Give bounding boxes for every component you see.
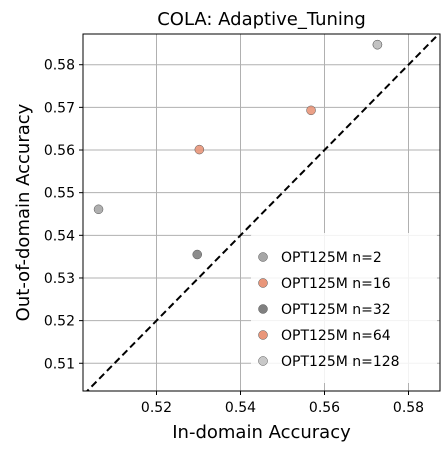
y-tick-label: 0.52 xyxy=(44,314,75,330)
legend-marker xyxy=(258,304,268,314)
ticks-layer: 0.52 0.54 0.56 0.58 0.51 0.52 0.53 0.54 0.55 0.56… xyxy=(44,58,424,416)
legend-label: OPT125M n=64 xyxy=(281,328,391,344)
legend: OPT125M n=2 OPT125M n=16 OPT125M n=32 OPT12… xyxy=(251,233,437,383)
x-tick-label: 0.58 xyxy=(393,400,424,416)
y-tick-label: 0.58 xyxy=(44,58,75,74)
y-tick-label: 0.55 xyxy=(44,186,75,202)
legend-label: OPT125M n=128 xyxy=(281,354,400,370)
legend-marker xyxy=(258,278,268,288)
scatter-point xyxy=(194,144,205,155)
legend-label: OPT125M n=32 xyxy=(281,302,391,318)
x-axis-label: In-domain Accuracy xyxy=(172,422,351,443)
legend-marker xyxy=(258,252,268,262)
x-tick-label: 0.52 xyxy=(141,400,172,416)
y-tick-label: 0.51 xyxy=(44,356,75,372)
legend-marker xyxy=(258,356,268,366)
scatter-point xyxy=(372,39,383,50)
points-layer xyxy=(93,39,383,260)
legend-marker xyxy=(258,330,268,340)
y-tick-label: 0.54 xyxy=(44,228,75,244)
chart-title: COLA: Adaptive_Tuning xyxy=(157,9,366,30)
x-tick-label: 0.54 xyxy=(225,400,256,416)
y-tick-label: 0.56 xyxy=(44,143,75,159)
y-axis-label: Out-of-domain Accuracy xyxy=(13,103,34,321)
scatter-point xyxy=(93,204,104,215)
legend-box xyxy=(251,233,437,383)
scatter-point xyxy=(306,105,316,116)
legend-label: OPT125M n=2 xyxy=(281,250,382,266)
y-tick-label: 0.53 xyxy=(44,271,75,287)
plot-frame xyxy=(82,33,441,392)
x-tick-label: 0.56 xyxy=(309,400,340,416)
scatter-point xyxy=(192,249,202,260)
diagonal-reference-line xyxy=(85,34,440,391)
legend-label: OPT125M n=16 xyxy=(281,276,391,292)
y-tick-label: 0.57 xyxy=(44,100,75,116)
diagonal-layer xyxy=(85,34,440,391)
